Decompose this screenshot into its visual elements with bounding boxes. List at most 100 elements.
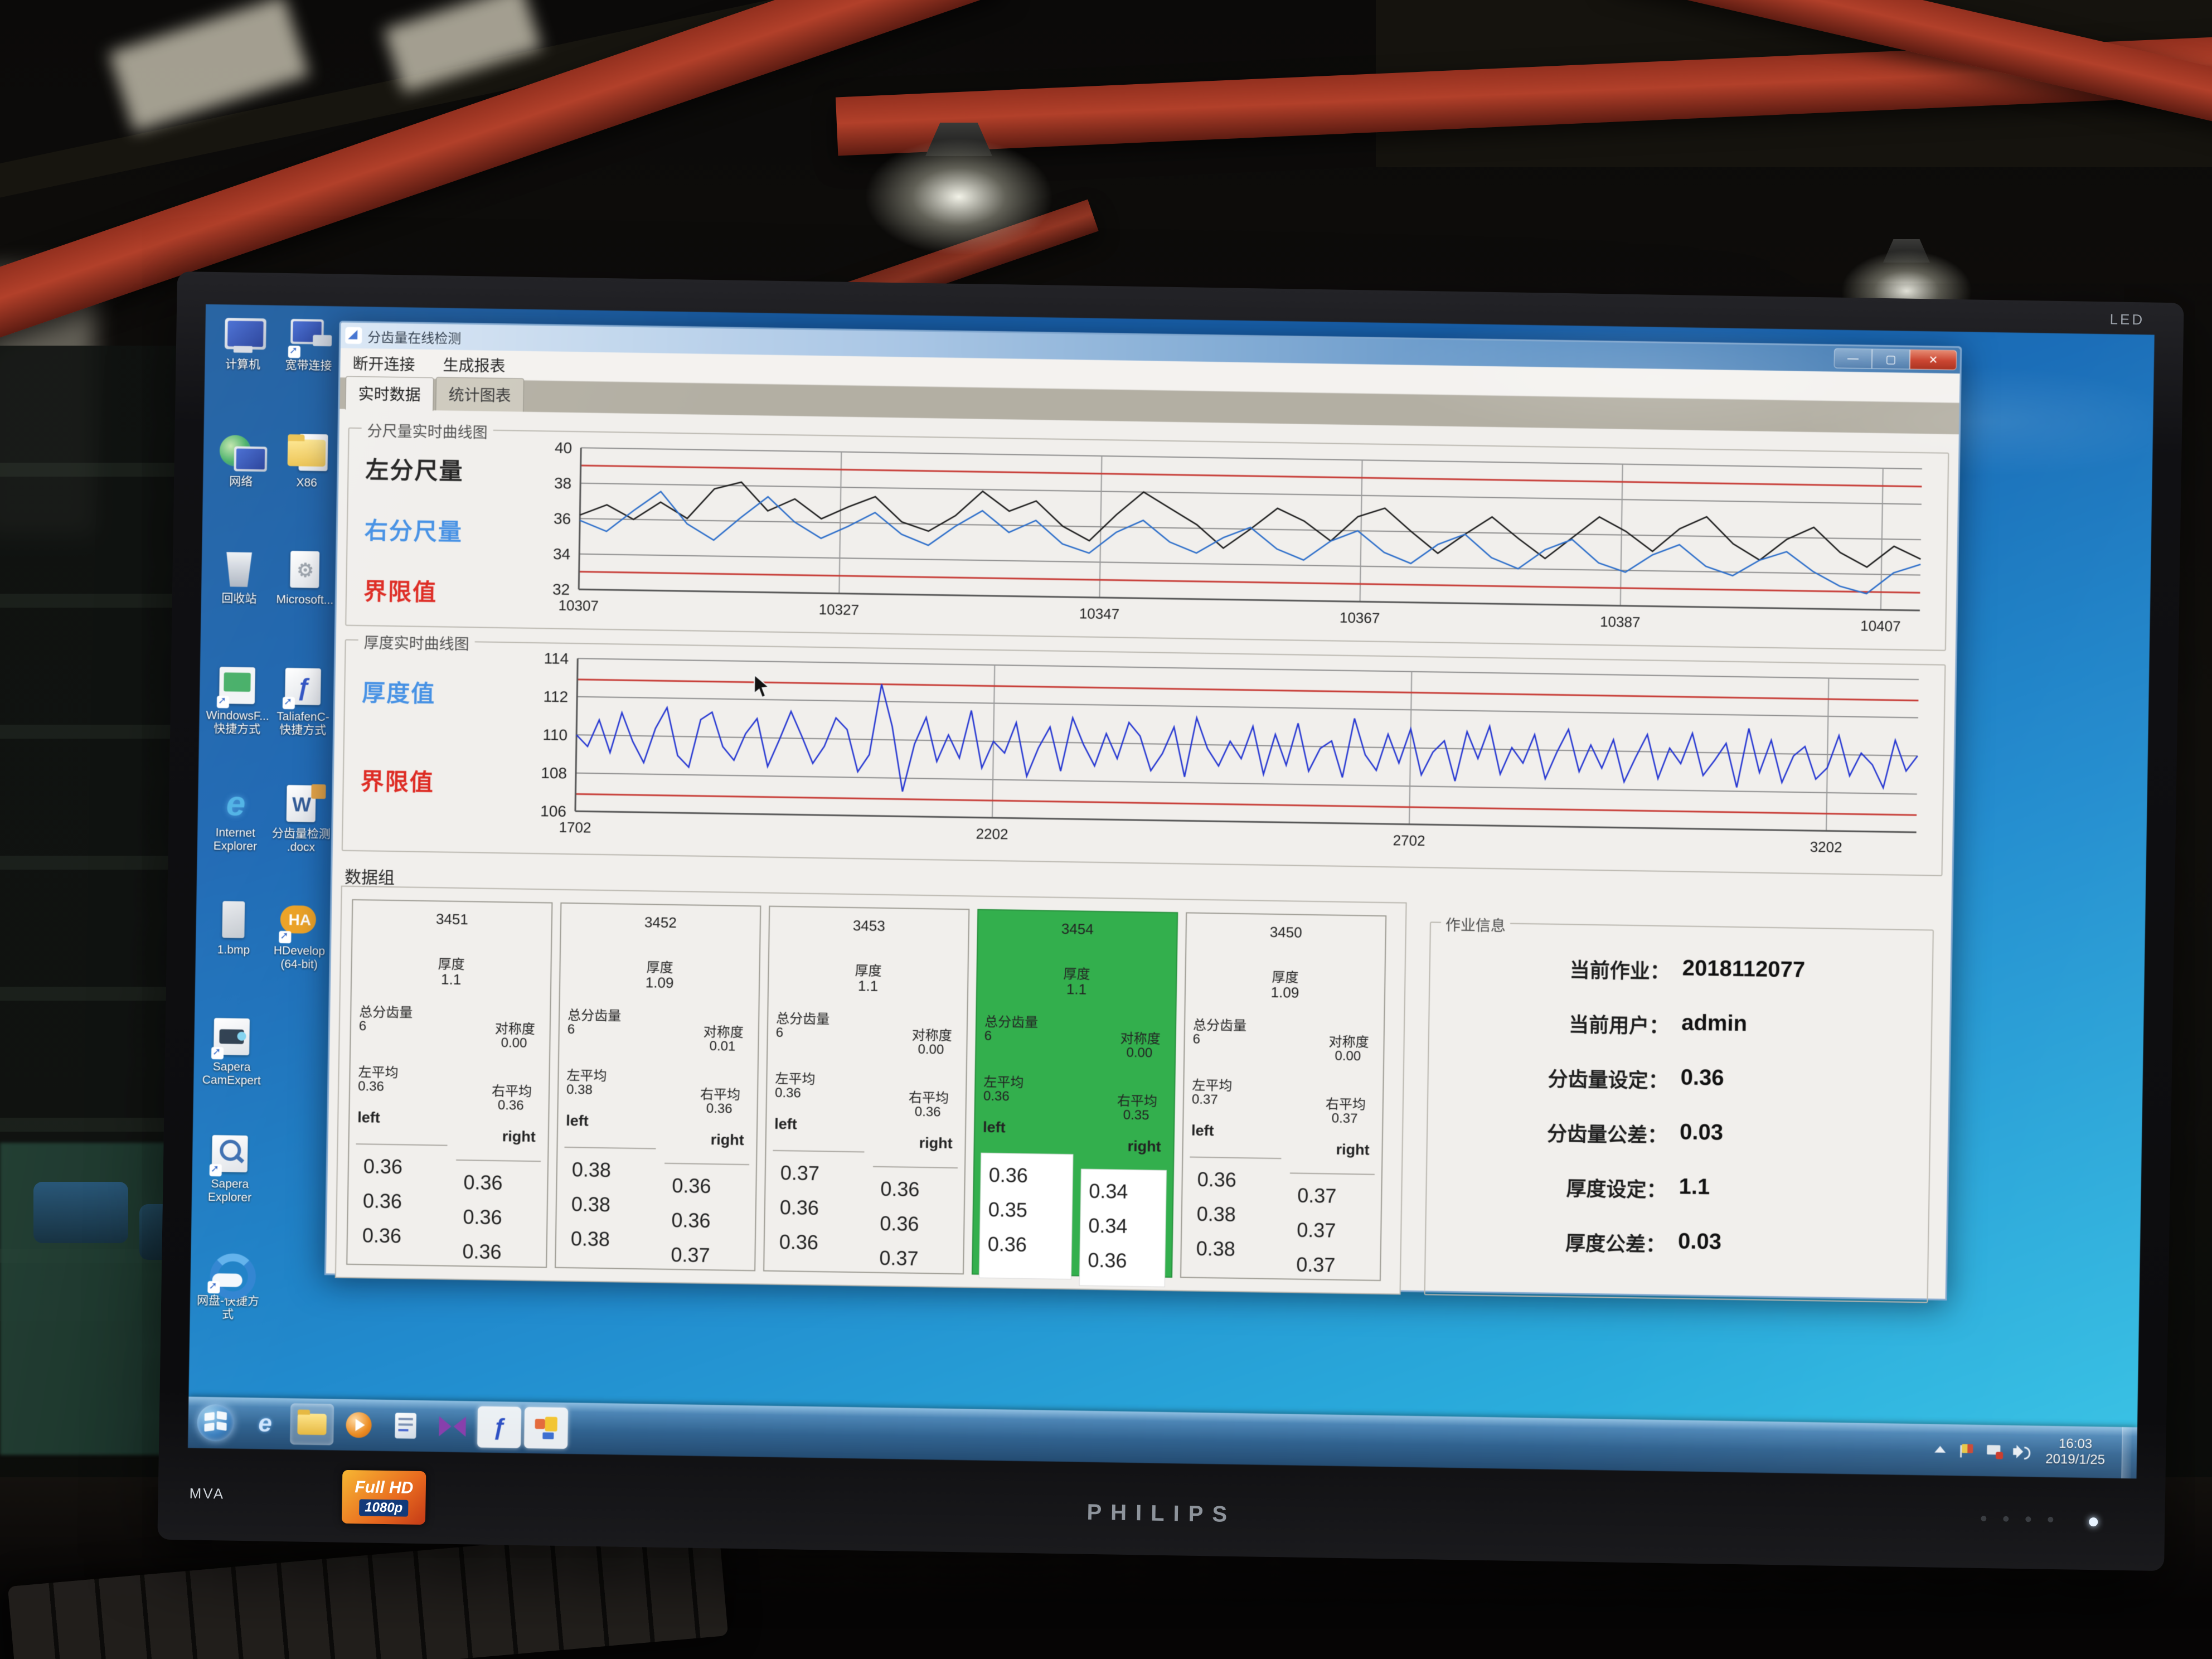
chart1-legend: 左分尺量 右分尺量 界限值	[363, 451, 464, 608]
total-teeth-value: 6	[775, 1025, 784, 1041]
taskbar-button-ie[interactable]: e	[258, 1409, 273, 1437]
desktop-icon-camexpert[interactable]: Sapera CamExpert	[200, 1017, 264, 1088]
svg-text:108: 108	[541, 764, 567, 782]
desktop-icon-recycle[interactable]: 回收站	[208, 549, 271, 607]
right-value: 0.37	[879, 1246, 919, 1270]
left-average-value: 0.38	[566, 1082, 593, 1098]
svg-text:10387: 10387	[1600, 613, 1641, 630]
recycle-icon	[215, 549, 264, 590]
svg-text:10407: 10407	[1860, 617, 1901, 634]
total-teeth-label: 总分齿量	[1192, 1017, 1247, 1034]
left-list-label: left	[774, 1115, 797, 1133]
data-column-3453[interactable]: 3453 厚度 1.1 总分齿量 6 对称度 0.00 左平均 0.36 右平均 0.36 left r…	[763, 905, 970, 1277]
desktop-icon-word[interactable]: W 分齿量检测 .docx	[270, 784, 333, 855]
series-左分尺量	[579, 481, 1921, 568]
left-value: 0.37	[780, 1161, 820, 1185]
right-value: 0.37	[1297, 1218, 1336, 1242]
desktop-icon-ie[interactable]: e Internet Explorer	[204, 783, 268, 854]
data-column-3454[interactable]: 3454 厚度 1.1 总分齿量 6 对称度 0.00 左平均 0.36 右平均 0.35 left r…	[971, 909, 1178, 1287]
flag-icon[interactable]	[1958, 1442, 1975, 1458]
job-row: 分齿量公差： 0.03	[1428, 1115, 1930, 1147]
desktop-icon-hdevelop[interactable]: HAHDevelop (64-bit)	[268, 901, 331, 972]
thickness-value: 1.09	[645, 974, 674, 992]
folder-icon	[283, 433, 331, 474]
column-id: 3451	[435, 910, 469, 928]
desktop-icon-taliafen[interactable]: ƒTaliafenC- 快捷方式	[271, 667, 335, 738]
desktop-icon-network[interactable]: 网络	[210, 431, 273, 489]
taskbar-button-notepad[interactable]	[384, 1405, 428, 1447]
minimize-button[interactable]: —	[1833, 348, 1873, 369]
menu-item-2[interactable]: 生成报表	[443, 356, 506, 375]
total-teeth-label: 总分齿量	[567, 1008, 622, 1024]
mouse-cursor	[753, 673, 772, 703]
desktop-icon-saperaexp[interactable]: Sapera Explorer	[198, 1134, 262, 1205]
bezel-led-label: LED	[2109, 311, 2145, 328]
svg-text:40: 40	[555, 439, 573, 457]
svg-text:106: 106	[540, 802, 566, 820]
svg-text:32: 32	[552, 581, 570, 598]
menu-item-1[interactable]: 断开连接	[352, 355, 415, 373]
left-average-label: 左平均	[358, 1065, 399, 1081]
desktop-icon-devices[interactable]: 宽带连接	[277, 316, 341, 373]
tab-统计图表[interactable]: 统计图表	[435, 377, 525, 412]
taskbar-button-explorer[interactable]	[290, 1403, 334, 1445]
thickness-value: 1.1	[1066, 981, 1087, 998]
ie-icon: e	[226, 784, 246, 823]
job-row: 厚度设定： 1.1	[1427, 1170, 1929, 1201]
desktop-icon-label: 分齿量检测 .docx	[271, 827, 331, 854]
symmetry-value: 0.00	[1335, 1048, 1361, 1064]
left-value: 0.36	[362, 1224, 402, 1248]
taskbar-clock[interactable]: 16:03 2019/1/25	[2039, 1436, 2112, 1468]
volume-icon[interactable]	[2012, 1443, 2031, 1460]
desktop-icon-computer[interactable]: 计算机	[211, 314, 275, 372]
taskbar-button-measure-app[interactable]: ƒ	[477, 1406, 522, 1448]
tab-实时数据[interactable]: 实时数据	[345, 376, 434, 411]
total-teeth-value: 6	[984, 1028, 992, 1044]
job-row-value: 1.1	[1679, 1174, 1710, 1200]
symmetry-label: 对称度	[703, 1024, 744, 1040]
job-row-value: 0.03	[1677, 1229, 1722, 1254]
left-value: 0.36	[1197, 1167, 1237, 1191]
network-status-icon[interactable]	[1985, 1442, 2004, 1459]
left-average-label: 左平均	[983, 1074, 1024, 1090]
msdoc-icon: ⚙	[281, 550, 329, 591]
show-desktop-button[interactable]	[2121, 1427, 2132, 1479]
right-average-value: 0.36	[914, 1104, 941, 1120]
svg-text:10347: 10347	[1079, 605, 1120, 622]
chart2-area: 114 112 110 108 106 1702 2202 2702 3202	[527, 649, 1934, 866]
close-button[interactable]: ✕	[1909, 349, 1957, 371]
left-values-list: 0.36 0.35 0.36	[979, 1153, 1073, 1279]
blue-barrel	[33, 1182, 128, 1243]
left-average-value: 0.37	[1191, 1092, 1218, 1108]
left-list-label: left	[1191, 1122, 1214, 1139]
right-value: 0.36	[462, 1240, 502, 1264]
tray-expand-icon[interactable]	[1932, 1442, 1948, 1458]
monitor-brand: PHILIPS	[1086, 1500, 1236, 1527]
data-column-3450[interactable]: 3450 厚度 1.09 总分齿量 6 对称度 0.00 左平均 0.37 右平均 0.37 left…	[1180, 912, 1387, 1283]
desktop-icon-winf[interactable]: WindowsF... 快捷方式	[206, 666, 269, 737]
desktop-icon-folder[interactable]: X86	[275, 433, 339, 491]
job-row: 厚度公差： 0.03	[1426, 1225, 1928, 1256]
maximize-button[interactable]: ▢	[1871, 348, 1910, 370]
symmetry-value: 0.00	[918, 1041, 944, 1058]
left-average-value: 0.36	[774, 1085, 802, 1101]
start-button[interactable]	[197, 1404, 235, 1442]
osd-button	[2025, 1516, 2031, 1522]
right-values-list: 0.34 0.34 0.36	[1079, 1169, 1166, 1287]
desktop-icon-bmp[interactable]: 1.bmp	[202, 900, 266, 958]
desktop-icon-label: WindowsF... 快捷方式	[206, 709, 269, 736]
taskbar-button-report-app[interactable]	[524, 1406, 569, 1449]
taskbar-button-wmp[interactable]	[337, 1404, 381, 1446]
taliafen-icon: ƒ	[279, 667, 328, 710]
desktop-icon-label: X86	[296, 476, 318, 489]
window-title: 分齿量在线检测	[367, 329, 462, 347]
total-teeth-label: 总分齿量	[984, 1014, 1039, 1031]
job-row: 分齿量设定： 0.36	[1429, 1061, 1930, 1092]
data-column-3451[interactable]: 3451 厚度 1.1 总分齿量 6 对称度 0.00 左平均 0.36 右平均 0.36 left r…	[346, 899, 553, 1270]
taskbar-button-visual-studio[interactable]	[430, 1405, 474, 1447]
data-column-3452[interactable]: 3452 厚度 1.09 总分齿量 6 对称度 0.01 左平均 0.38 右平均 0.36 left…	[555, 902, 761, 1273]
desktop-icon-msdoc[interactable]: ⚙ Microsoft...	[274, 550, 337, 608]
desktop-icon-label: Sapera Explorer	[207, 1177, 252, 1205]
desktop-icon-cloud[interactable]: 网盘-快捷方式	[197, 1251, 260, 1322]
left-value: 0.35	[988, 1197, 1028, 1222]
